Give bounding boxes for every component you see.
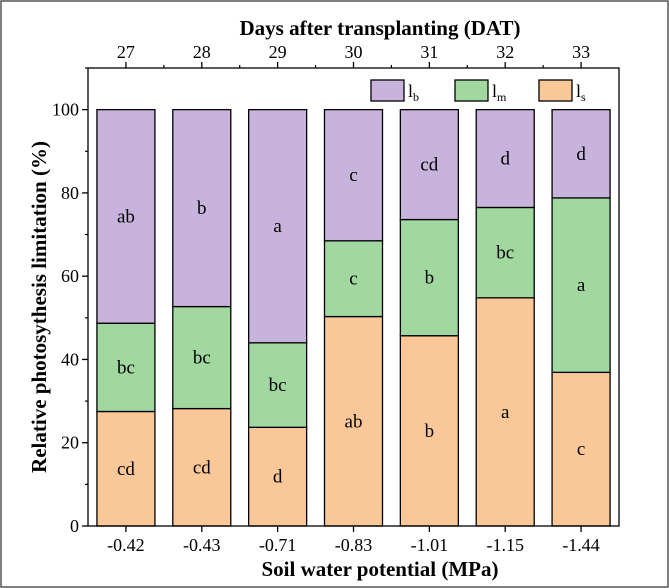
top-axis-title: Days after transplanting (DAT) bbox=[240, 16, 521, 40]
bar-segment-lm-5 bbox=[399, 218, 460, 337]
segment-label-lm-4: c bbox=[349, 269, 357, 290]
top-tick-label: 28 bbox=[193, 42, 211, 62]
y-tick-label: 0 bbox=[70, 516, 79, 536]
y-tick-label: 80 bbox=[61, 183, 79, 203]
bar-segment-lb-7 bbox=[551, 108, 611, 199]
segment-label-lm-3: bc bbox=[269, 375, 287, 396]
legend-label-lb: lb bbox=[408, 81, 419, 104]
bar-segment-lb-3 bbox=[247, 108, 308, 344]
x-tick-label: -1.01 bbox=[411, 535, 449, 555]
legend-swatch-ls bbox=[538, 79, 573, 102]
bar-segment-lm-3 bbox=[247, 342, 308, 428]
x-tick-label: -0.83 bbox=[335, 535, 373, 555]
top-tick-label: 33 bbox=[572, 42, 590, 62]
bar-segment-ls-1 bbox=[96, 410, 156, 527]
segment-label-lm-1: bc bbox=[117, 357, 135, 378]
y-tick-label: 40 bbox=[61, 349, 79, 369]
bar-segment-lm-2 bbox=[172, 305, 232, 410]
legend-label-ls: ls bbox=[576, 81, 586, 104]
legend-swatch-lb bbox=[370, 79, 405, 102]
bar-segment-lb-4 bbox=[323, 108, 384, 242]
bar-segment-ls-3 bbox=[247, 426, 308, 527]
bar-segment-lm-7 bbox=[551, 197, 611, 374]
segment-label-lm-2: bc bbox=[193, 348, 211, 369]
segment-label-lb-4: c bbox=[349, 165, 357, 186]
y-tick-label: 60 bbox=[61, 266, 79, 286]
bar-segment-lb-2 bbox=[172, 108, 232, 308]
top-tick-label: 31 bbox=[420, 42, 438, 62]
x-tick-label: -1.15 bbox=[486, 535, 524, 555]
top-tick-label: 32 bbox=[496, 42, 514, 62]
axes-layer: 0 20 40 60 80 100 -0.42 27 -0.43 28 -0.71 29 -0.83 30… bbox=[52, 42, 620, 555]
segment-label-ls-6: a bbox=[501, 402, 510, 423]
bar-segment-ls-6 bbox=[475, 297, 535, 527]
bar-segment-lb-1 bbox=[96, 108, 156, 324]
y-tick-label: 100 bbox=[52, 100, 79, 120]
bar-segment-lb-5 bbox=[399, 108, 460, 221]
top-tick-label: 27 bbox=[117, 42, 135, 62]
x-tick-label: -0.43 bbox=[183, 535, 221, 555]
segment-label-lm-5: b bbox=[425, 268, 435, 289]
bar-segment-ls-4 bbox=[323, 315, 384, 527]
bar-segment-lm-4 bbox=[323, 240, 384, 318]
bar-segment-lb-6 bbox=[475, 108, 535, 209]
segment-label-ls-4: ab bbox=[345, 411, 363, 432]
segment-label-ls-1: cd bbox=[117, 459, 135, 480]
segment-label-lb-2: b bbox=[197, 198, 207, 219]
x-tick-label: -1.44 bbox=[562, 535, 600, 555]
segment-label-lb-6: d bbox=[500, 149, 510, 170]
segment-label-ls-5: b bbox=[425, 421, 435, 442]
x-tick-label: -0.42 bbox=[107, 535, 145, 555]
segment-label-ls-7: c bbox=[577, 439, 585, 460]
segment-label-lm-6: bc bbox=[496, 243, 514, 264]
y-axis-title: Relative photosythesis limitation (%) bbox=[27, 141, 51, 473]
segment-label-ls-2: cd bbox=[193, 457, 211, 478]
bar-segment-ls-7 bbox=[551, 371, 611, 527]
bottom-axis-title: Soil water potential (MPa) bbox=[262, 557, 499, 581]
y-tick-label: 20 bbox=[61, 433, 79, 453]
legend: lb lm ls bbox=[370, 79, 586, 104]
x-tick-label: -0.71 bbox=[259, 535, 297, 555]
segment-label-lm-7: a bbox=[577, 275, 586, 296]
bar-segment-lm-6 bbox=[475, 206, 535, 299]
legend-swatch-lm bbox=[454, 79, 489, 102]
segment-label-lb-5: cd bbox=[420, 155, 438, 176]
top-tick-label: 29 bbox=[269, 42, 287, 62]
top-tick-label: 30 bbox=[345, 42, 363, 62]
segment-label-lb-7: d bbox=[576, 144, 586, 165]
segment-label-lb-3: a bbox=[273, 216, 282, 237]
segment-label-ls-3: d bbox=[273, 467, 283, 488]
segment-label-lb-1: ab bbox=[117, 206, 135, 227]
